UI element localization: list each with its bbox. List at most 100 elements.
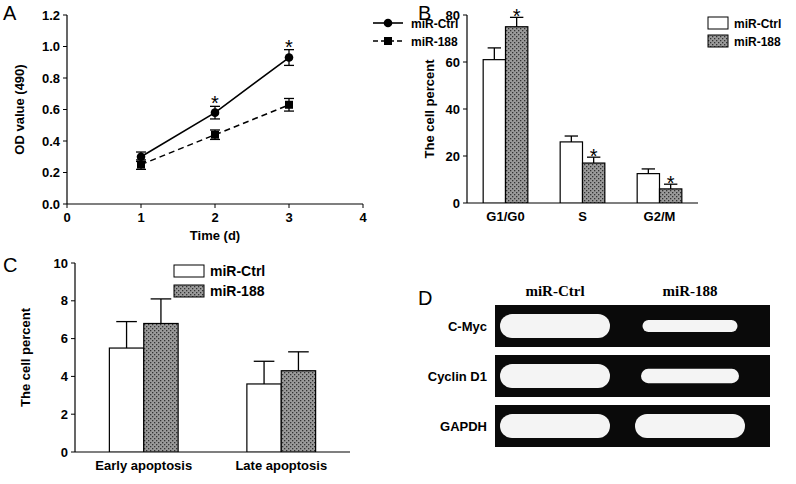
error-cap [210, 129, 220, 130]
bar [583, 163, 605, 203]
error-stem [263, 361, 264, 384]
legend-label: miR-188 [210, 283, 265, 299]
x-tick-label: 0 [63, 210, 70, 225]
error-cap [284, 110, 294, 111]
significance: * [667, 172, 675, 194]
y-tick [63, 46, 67, 47]
y-tick-label: 20 [446, 149, 460, 164]
error-cap [284, 98, 294, 99]
error-stem [126, 322, 127, 348]
panel-letter: A [3, 2, 17, 24]
error-bar [136, 152, 146, 161]
y-tick-label: 0.6 [42, 102, 60, 117]
legend-marker [384, 37, 392, 45]
error-cap [210, 139, 220, 140]
y-tick [71, 452, 75, 453]
error-bar [151, 299, 172, 324]
error-bar [136, 160, 146, 169]
y-tick-label: 40 [446, 102, 460, 117]
legend-swatch [708, 35, 728, 47]
y-tick-label: 1.2 [42, 8, 60, 23]
error-bar [210, 130, 220, 139]
legend-swatch [174, 265, 204, 277]
legend-label: miR-188 [411, 35, 458, 49]
error-stem [298, 352, 299, 371]
y-tick-label: 60 [446, 55, 460, 70]
error-stem [160, 299, 161, 324]
y-tick-label: 0.2 [42, 165, 60, 180]
plot-area [109, 299, 315, 452]
blot-strip [495, 305, 770, 347]
panel-2: C0246810The cell percentEarly apoptosisL… [3, 254, 350, 473]
error-cap [642, 168, 655, 169]
x-tick-label: S [578, 209, 587, 224]
legend-swatch [708, 17, 728, 29]
blot-band [500, 414, 610, 438]
error-stem [494, 48, 495, 60]
panel-letter: C [3, 254, 17, 276]
bar [109, 348, 143, 452]
error-bar [565, 136, 578, 142]
y-tick [63, 109, 67, 110]
y-axis-title: OD value (490) [12, 64, 27, 154]
panel-letter: D [418, 287, 432, 309]
blot-band [635, 414, 745, 438]
y-tick [463, 62, 467, 63]
series-line [141, 58, 289, 157]
significance: * [590, 145, 598, 167]
blot-band [500, 314, 610, 338]
blot: DmiR-CtrlmiR-188C-MycCyclin D1GAPDH [418, 283, 770, 447]
x-tick [141, 204, 142, 208]
panel-letter: B [418, 2, 431, 24]
y-tick [463, 203, 467, 204]
y-axis-title: The cell percent [18, 307, 33, 407]
error-stem [571, 136, 572, 142]
y-tick-label: 2 [61, 407, 68, 422]
y-tick-label: 0 [453, 196, 460, 211]
y-tick [63, 78, 67, 79]
y-tick [63, 172, 67, 173]
panel-0: A0.00.20.40.60.81.01.2OD value (490)0123… [3, 2, 458, 243]
y-tick [71, 300, 75, 301]
y-tick-label: 0.8 [42, 71, 60, 86]
y-axis [74, 263, 75, 452]
legend: miR-CtrlmiR-188 [174, 263, 265, 299]
y-tick [63, 141, 67, 142]
point [211, 131, 219, 139]
y-tick [463, 156, 467, 157]
bar [144, 323, 178, 452]
y-tick [71, 338, 75, 339]
bar [281, 371, 315, 452]
legend: miR-CtrlmiR-188 [708, 17, 781, 49]
legend-swatch [174, 285, 204, 297]
y-tick [463, 15, 467, 16]
significance: * [513, 5, 521, 27]
error-cap [151, 298, 172, 299]
bar [247, 384, 281, 452]
y-tick-label: 4 [61, 369, 69, 384]
panel-1: B020406080The cell percentG1/G0SG2/M***m… [418, 2, 781, 224]
error-cap [254, 361, 275, 362]
blot-row-label: GAPDH [440, 419, 487, 434]
bar [637, 174, 659, 203]
blot-band [641, 369, 739, 383]
blot-band [643, 320, 738, 332]
legend-label: miR-188 [734, 35, 781, 49]
y-tick-label: 0.0 [42, 197, 60, 212]
y-tick-label: 0.4 [42, 134, 61, 149]
x-tick-label: 2 [211, 210, 218, 225]
blot-band [500, 364, 610, 388]
error-cap [565, 135, 578, 136]
bar [506, 27, 528, 203]
error-bar [254, 361, 275, 384]
y-tick [71, 376, 75, 377]
blot-strip [495, 355, 770, 397]
point [137, 161, 145, 169]
x-tick [289, 204, 290, 208]
error-bar [116, 322, 137, 348]
blot-column-label: miR-Ctrl [525, 283, 584, 299]
x-tick-label: G2/M [644, 209, 676, 224]
error-cap [288, 351, 309, 352]
y-tick [63, 15, 67, 16]
error-cap [136, 159, 146, 160]
